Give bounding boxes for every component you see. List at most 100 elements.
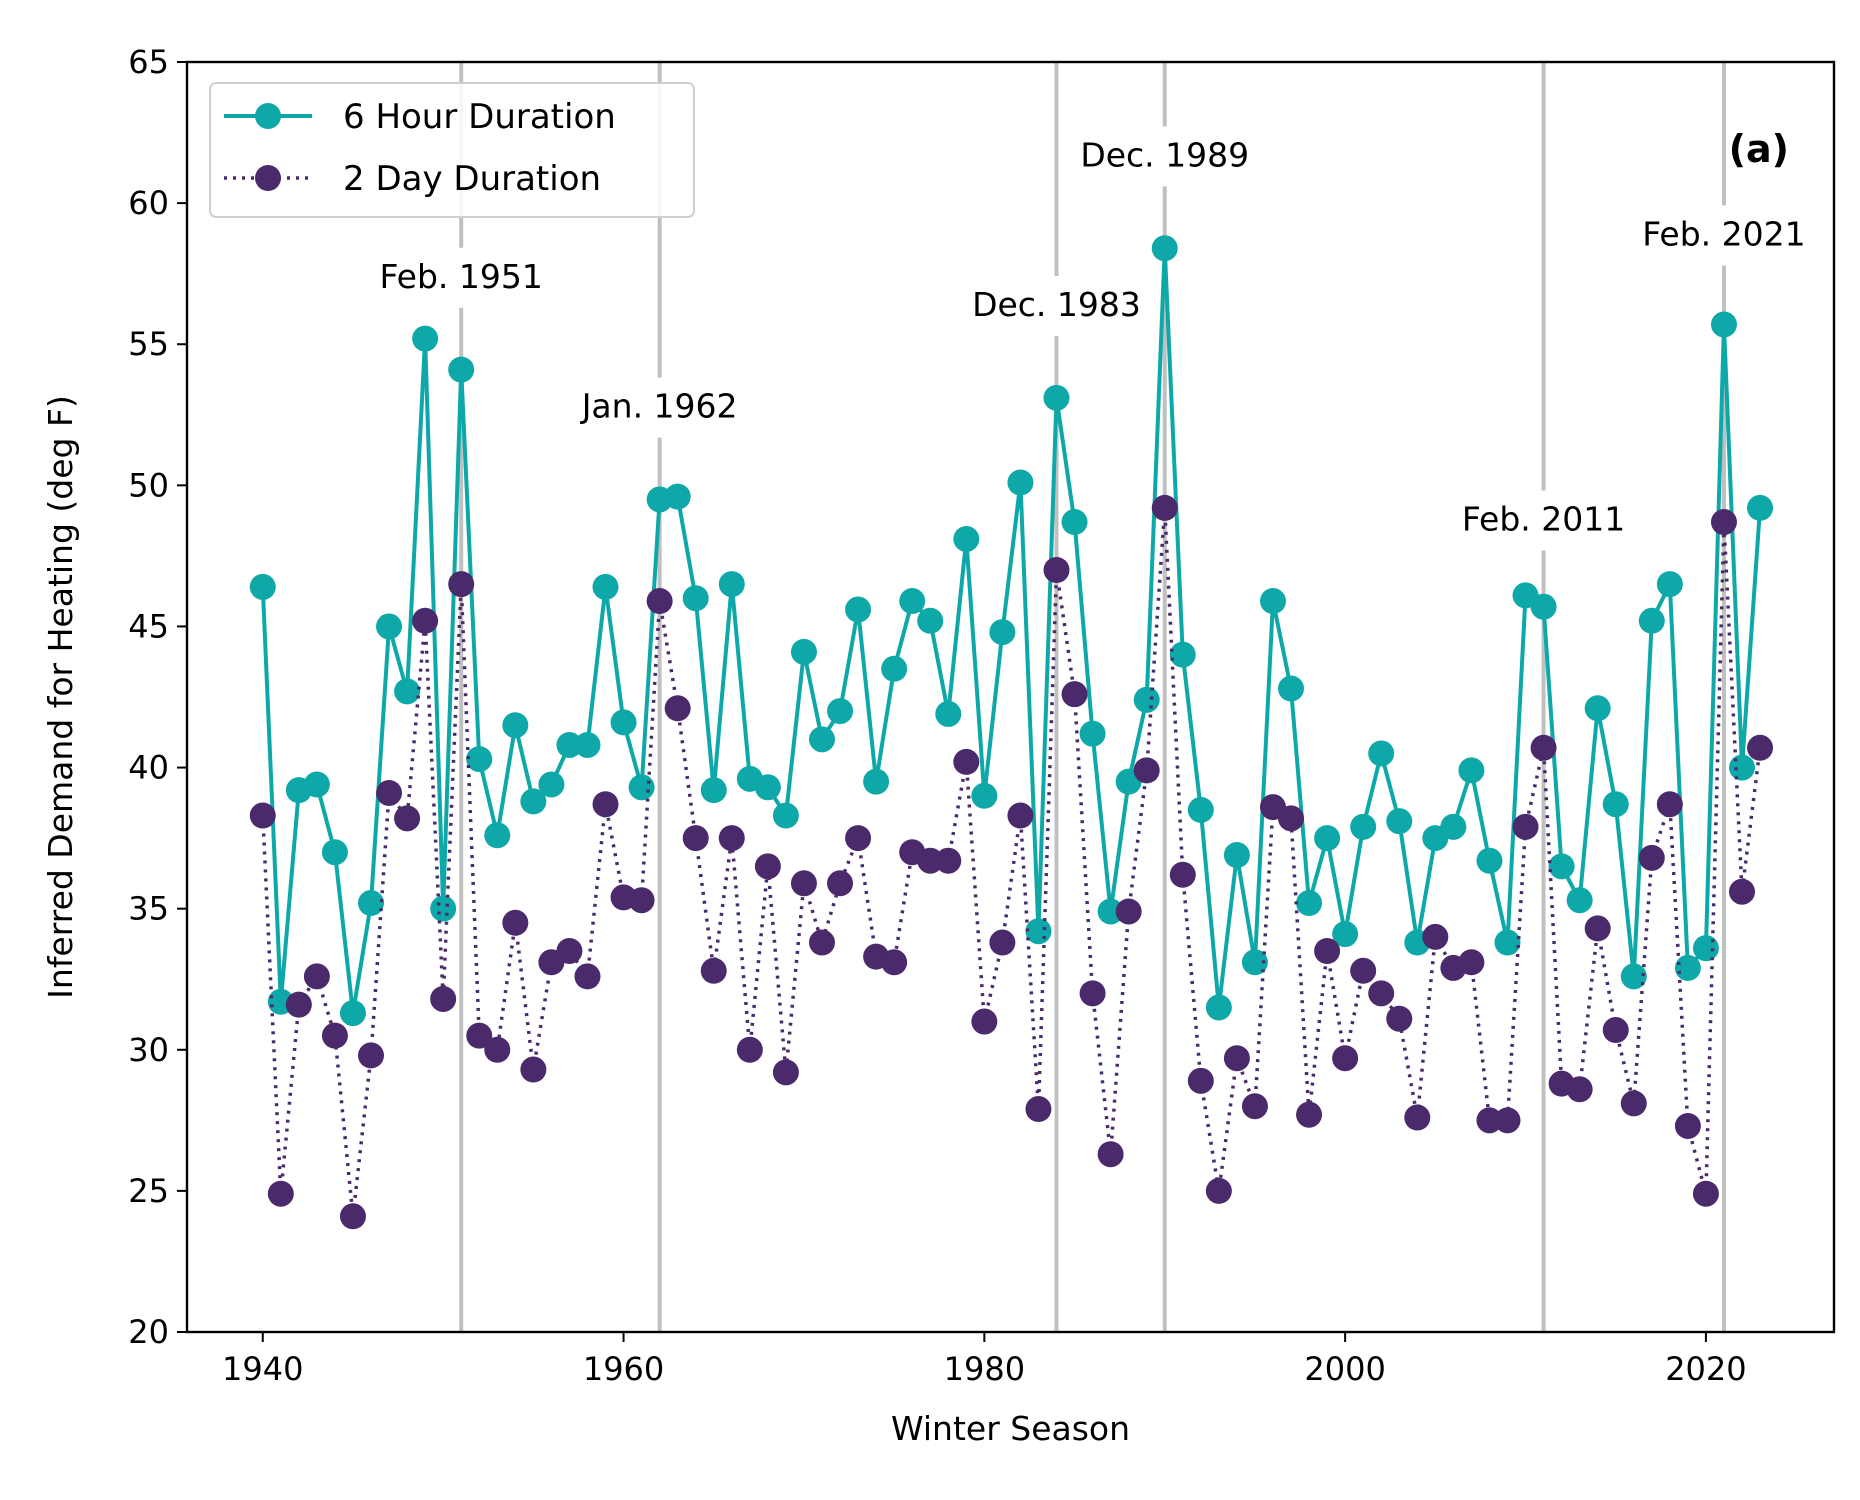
data-point-six-hour: [1241, 949, 1268, 976]
data-point-two-day: [1566, 1076, 1593, 1103]
data-point-two-day: [1079, 980, 1106, 1007]
y-tick-label: 20: [128, 1313, 169, 1351]
y-tick-label: 45: [128, 607, 169, 645]
data-point-two-day: [628, 887, 655, 914]
series-line-six-hour: [260, 246, 1763, 1016]
data-point-two-day: [1386, 1005, 1413, 1032]
data-point-two-day: [971, 1008, 998, 1035]
data-point-two-day: [303, 963, 330, 990]
data-point-six-hour: [1205, 994, 1232, 1021]
data-point-two-day: [1620, 1090, 1647, 1117]
data-point-six-hour: [1332, 921, 1359, 948]
data-point-six-hour: [412, 325, 439, 352]
data-point-six-hour: [682, 585, 709, 612]
data-point-six-hour: [1638, 607, 1665, 634]
x-axis: 1940 1960 1980 2000 2020: [222, 1332, 1747, 1388]
event-label: Feb. 2011: [1462, 499, 1625, 538]
data-point-six-hour: [754, 774, 781, 801]
data-point-six-hour: [1692, 935, 1719, 962]
legend-label-6-hour: 6 Hour Duration: [343, 97, 616, 137]
data-point-two-day: [1494, 1107, 1521, 1134]
x-tick-label: 1940: [222, 1350, 303, 1388]
data-point-six-hour: [917, 607, 944, 634]
data-point-two-day: [267, 1180, 294, 1207]
series-line-two-day: [261, 506, 1762, 1219]
data-point-two-day: [1097, 1141, 1124, 1168]
data-point-six-hour: [303, 771, 330, 798]
data-point-two-day: [1043, 557, 1070, 583]
data-point-six-hour: [845, 596, 872, 623]
data-point-six-hour: [394, 678, 421, 705]
data-point-two-day: [646, 588, 673, 615]
data-point-two-day: [358, 1042, 385, 1069]
data-point-six-hour: [1728, 754, 1755, 781]
data-point-six-hour: [1566, 887, 1593, 914]
data-point-six-hour: [1278, 675, 1305, 702]
data-point-six-hour: [1494, 929, 1521, 956]
x-tick-label: 1960: [583, 1350, 664, 1388]
data-point-six-hour: [971, 782, 998, 809]
x-tick-label: 2000: [1304, 1350, 1385, 1388]
data-point-six-hour: [1747, 494, 1774, 521]
data-point-two-day: [827, 870, 854, 897]
data-point-two-day: [339, 1203, 366, 1230]
data-point-six-hour: [1476, 847, 1503, 874]
data-point-two-day: [1404, 1104, 1431, 1131]
data-point-two-day: [321, 1022, 348, 1049]
data-point-two-day: [574, 963, 601, 990]
data-point-two-day: [592, 791, 619, 818]
data-point-six-hour: [1656, 571, 1683, 598]
data-point-six-hour: [808, 726, 835, 753]
data-point-two-day: [1296, 1101, 1323, 1128]
data-point-six-hour: [1151, 235, 1178, 262]
legend-item-2-day: 2 Day Duration: [224, 159, 601, 199]
data-point-two-day: [1747, 734, 1774, 761]
data-point-two-day: [664, 695, 691, 722]
data-point-six-hour: [249, 573, 276, 600]
data-point-two-day: [1602, 1017, 1629, 1044]
y-tick-label: 25: [128, 1172, 169, 1210]
data-point-two-day: [917, 847, 944, 874]
data-point-six-hour: [1386, 808, 1413, 835]
data-point-two-day: [989, 929, 1016, 956]
data-point-two-day: [1530, 734, 1557, 761]
legend: 6 Hour Duration 2 Day Duration: [209, 82, 695, 218]
data-point-two-day: [484, 1036, 511, 1063]
data-point-six-hour: [772, 802, 799, 829]
data-point-six-hour: [1548, 853, 1575, 880]
data-point-two-day: [1133, 757, 1160, 784]
data-point-six-hour: [574, 731, 601, 758]
data-point-six-hour: [1296, 890, 1323, 917]
data-point-six-hour: [1043, 384, 1070, 411]
data-point-six-hour: [628, 774, 655, 801]
data-point-six-hour: [935, 700, 962, 727]
data-point-six-hour: [1079, 720, 1106, 747]
data-point-two-day: [448, 571, 475, 598]
data-point-two-day: [754, 853, 781, 880]
data-point-two-day: [556, 938, 583, 964]
data-point-two-day: [881, 949, 908, 976]
data-point-six-hour: [1259, 588, 1286, 615]
data-point-two-day: [285, 991, 312, 1018]
data-point-six-hour: [1674, 954, 1701, 981]
data-point-two-day: [718, 825, 745, 852]
data-point-six-hour: [484, 822, 511, 849]
data-point-two-day: [1674, 1112, 1701, 1139]
data-point-two-day: [736, 1036, 763, 1063]
data-point-two-day: [430, 985, 457, 1012]
data-point-two-day: [1458, 949, 1485, 976]
data-point-two-day: [1187, 1067, 1214, 1094]
data-point-two-day: [466, 1022, 493, 1049]
data-point-six-hour: [1350, 813, 1377, 840]
series-two-day: [249, 494, 1774, 1230]
data-point-six-hour: [1620, 963, 1647, 990]
data-point-six-hour: [376, 613, 403, 640]
data-point-six-hour: [466, 746, 493, 773]
legend-marker-6-hour: [255, 103, 281, 129]
data-point-two-day: [1241, 1093, 1268, 1120]
data-point-six-hour: [718, 571, 745, 598]
data-point-two-day: [845, 825, 872, 852]
data-point-six-hour: [1223, 842, 1250, 869]
data-point-two-day: [682, 825, 709, 852]
